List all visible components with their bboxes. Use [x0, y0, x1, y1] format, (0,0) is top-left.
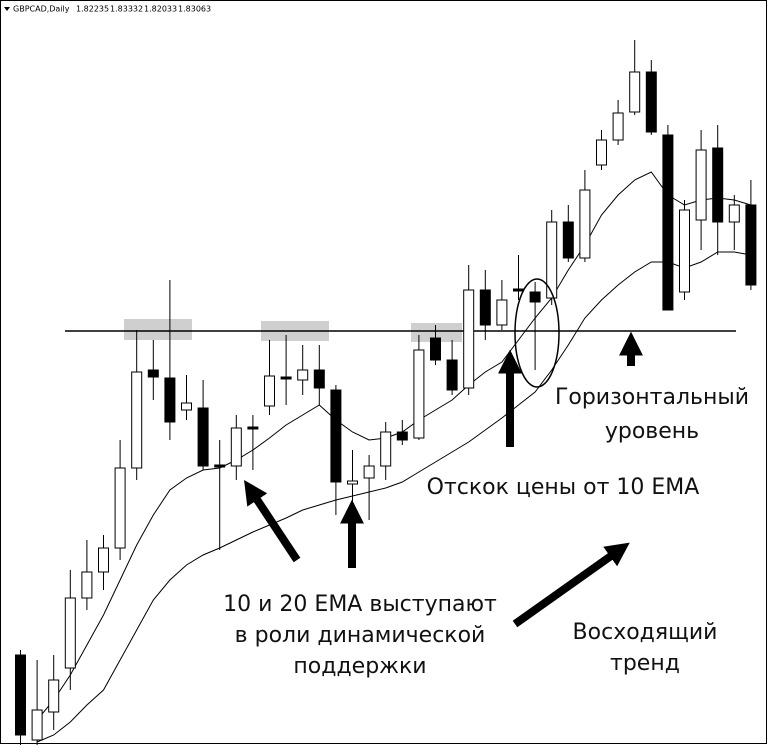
- candle-body: [15, 654, 26, 736]
- candle-body: [396, 431, 408, 441]
- candle-body: [264, 375, 275, 407]
- candle-body: [513, 288, 524, 292]
- annotation-text: 10 и 20 EMA выступают: [223, 592, 497, 617]
- candle-body: [81, 571, 93, 599]
- symbol: GBPCAD,Daily: [13, 5, 70, 14]
- candle-body: [363, 465, 375, 479]
- candle-body: [181, 402, 192, 411]
- candle-body: [662, 134, 674, 311]
- arrow: [512, 542, 630, 628]
- candle-body: [562, 221, 574, 259]
- candle-body: [496, 299, 508, 326]
- candle-body: [31, 709, 43, 741]
- annotation-text: Горизонтальный: [555, 385, 749, 410]
- candle-body: [214, 464, 226, 468]
- ema-line: [36, 251, 751, 743]
- candle-body: [529, 291, 541, 303]
- annotation-text: тренд: [610, 651, 680, 676]
- candle-body: [197, 407, 209, 467]
- highlight-ellipse: [514, 278, 560, 388]
- annotation-text: в роли динамической: [235, 623, 486, 648]
- header-price: 1.82235: [76, 5, 109, 14]
- candle-body: [230, 427, 242, 467]
- candle-body: [330, 389, 342, 483]
- highlight-zone: [411, 323, 462, 342]
- candle-body: [64, 597, 76, 669]
- candle-body: [695, 149, 707, 221]
- arrow: [244, 479, 301, 563]
- candle-body: [313, 369, 325, 389]
- header-price: 1.82033: [144, 5, 177, 14]
- candle-body: [596, 139, 607, 166]
- candle-body: [380, 431, 392, 467]
- candle-body: [247, 426, 259, 430]
- header-price: 1.83332: [110, 5, 143, 14]
- candle-body: [297, 369, 309, 381]
- plot: [15, 40, 757, 745]
- candle-body: [147, 369, 159, 378]
- candle-body: [579, 189, 591, 259]
- candle-body: [446, 359, 458, 391]
- highlight-zones: [124, 319, 462, 342]
- candle-body: [612, 112, 624, 141]
- candle-body: [430, 337, 441, 361]
- candle-body: [114, 467, 126, 549]
- candle-body: [645, 71, 657, 133]
- annotations: Горизонтальный уровень Отскок цены от 10 E…: [223, 385, 749, 679]
- candle-body: [463, 289, 475, 389]
- candle-body: [745, 204, 757, 286]
- annotation-text: Восходящий: [573, 620, 718, 645]
- candle-body: [629, 71, 641, 113]
- candle-body: [479, 289, 491, 326]
- candle-body: [679, 209, 690, 293]
- candle-body: [164, 377, 176, 423]
- header-price: 1.83063: [178, 5, 211, 14]
- ema-line: [36, 171, 752, 721]
- candle-body: [280, 376, 292, 380]
- candle-body: [712, 147, 724, 223]
- annotation-text: поддержки: [293, 654, 426, 679]
- candle-body: [48, 679, 60, 713]
- arrows: [244, 331, 643, 628]
- menu-triangle: [4, 7, 10, 11]
- candle-body: [98, 547, 109, 573]
- candle-body: [413, 349, 425, 439]
- candle-body: [728, 204, 740, 223]
- candle-body: [546, 221, 558, 299]
- candle-body: [347, 480, 358, 485]
- highlight-zone: [124, 319, 192, 340]
- annotation-text: Отскок цены от 10 EMA: [427, 475, 700, 500]
- candle-body: [131, 371, 143, 469]
- annotation-text: уровень: [605, 419, 699, 444]
